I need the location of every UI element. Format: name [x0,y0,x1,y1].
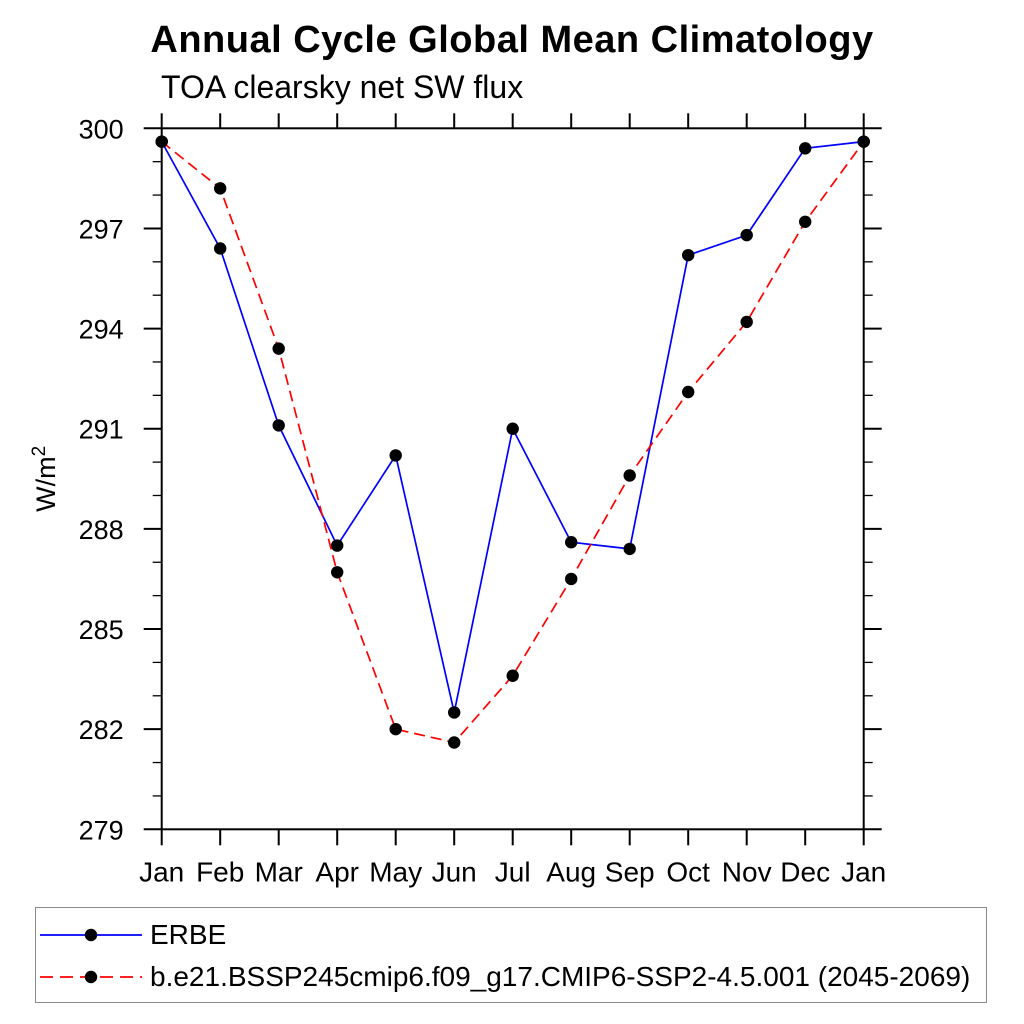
x-tick-label: May [369,856,422,887]
chart-subtitle: TOA clearsky net SW flux [161,69,524,105]
legend-item-model: b.e21.BSSP245cmip6.f09_g17.CMIP6-SSP2-4.… [36,956,986,998]
legend-marker [84,970,98,984]
chart-title: Annual Cycle Global Mean Climatology [150,19,874,61]
y-axis-ticks: 279 282 285 288 291 294 297 300 [79,114,882,845]
x-tick-label: Sep [605,856,655,887]
data-point-marker [565,572,578,586]
data-point-marker [857,135,870,148]
x-tick-label: Nov [722,856,772,887]
x-axis-ticks: Jan Feb Mar Apr May Jun Jul Aug Sep Oct Nov Dec Jan [139,113,886,887]
y-tick-label: 288 [79,515,124,545]
erbe-line-marker-icon [40,928,142,942]
y-tick-label: 294 [79,315,124,345]
data-point-marker [565,536,578,549]
legend-box: ERBE b.e21.BSSP245cmip6.f09_g17.CMIP6-SS… [35,907,987,1003]
y-tick-label: 300 [79,114,124,144]
x-tick-label: Oct [666,856,710,887]
data-point-marker [214,182,227,195]
data-point-marker [740,315,753,329]
data-point-marker [272,342,285,355]
series-erbe [155,135,870,719]
x-tick-label: Jan [139,856,184,887]
y-tick-label: 279 [79,815,124,845]
series-line [161,140,865,744]
data-point-marker [682,385,695,399]
legend-item-erbe: ERBE [36,914,986,956]
x-tick-label: Mar [255,856,303,887]
data-point-marker [389,449,402,462]
data-point-marker [623,469,636,482]
legend-marker [84,928,98,942]
data-point-marker [448,736,461,749]
data-point-marker [389,722,402,736]
x-tick-label: Apr [315,856,359,887]
data-point-marker [331,539,344,552]
data-point-marker [448,706,461,719]
x-tick-label: Jul [495,856,531,887]
data-point-marker [623,542,636,556]
series-model [155,135,870,749]
y-tick-label: 291 [79,415,124,445]
data-point-marker [272,419,285,432]
data-point-marker [740,228,753,242]
y-tick-label: 285 [79,615,124,645]
data-point-marker [155,135,168,148]
y-tick-label: 282 [79,715,124,745]
legend-label-erbe: ERBE [150,919,227,950]
data-point-marker [506,669,519,682]
data-point-marker [682,248,695,262]
data-point-marker [214,242,227,255]
x-tick-label: Feb [196,856,244,887]
x-tick-label: Dec [780,856,830,887]
y-tick-label: 297 [79,214,124,244]
x-tick-label: Jun [432,856,477,887]
x-tick-label: Aug [546,856,596,887]
legend-label-model: b.e21.BSSP245cmip6.f09_g17.CMIP6-SSP2-4.… [150,961,971,992]
data-point-marker [506,422,519,435]
data-point-marker [799,215,812,228]
x-tick-label: Jan [841,856,886,887]
data-point-marker [799,142,812,155]
model-line-marker-icon [40,970,142,984]
data-point-marker [331,566,344,579]
y-axis-label: W/m2 [29,446,61,512]
